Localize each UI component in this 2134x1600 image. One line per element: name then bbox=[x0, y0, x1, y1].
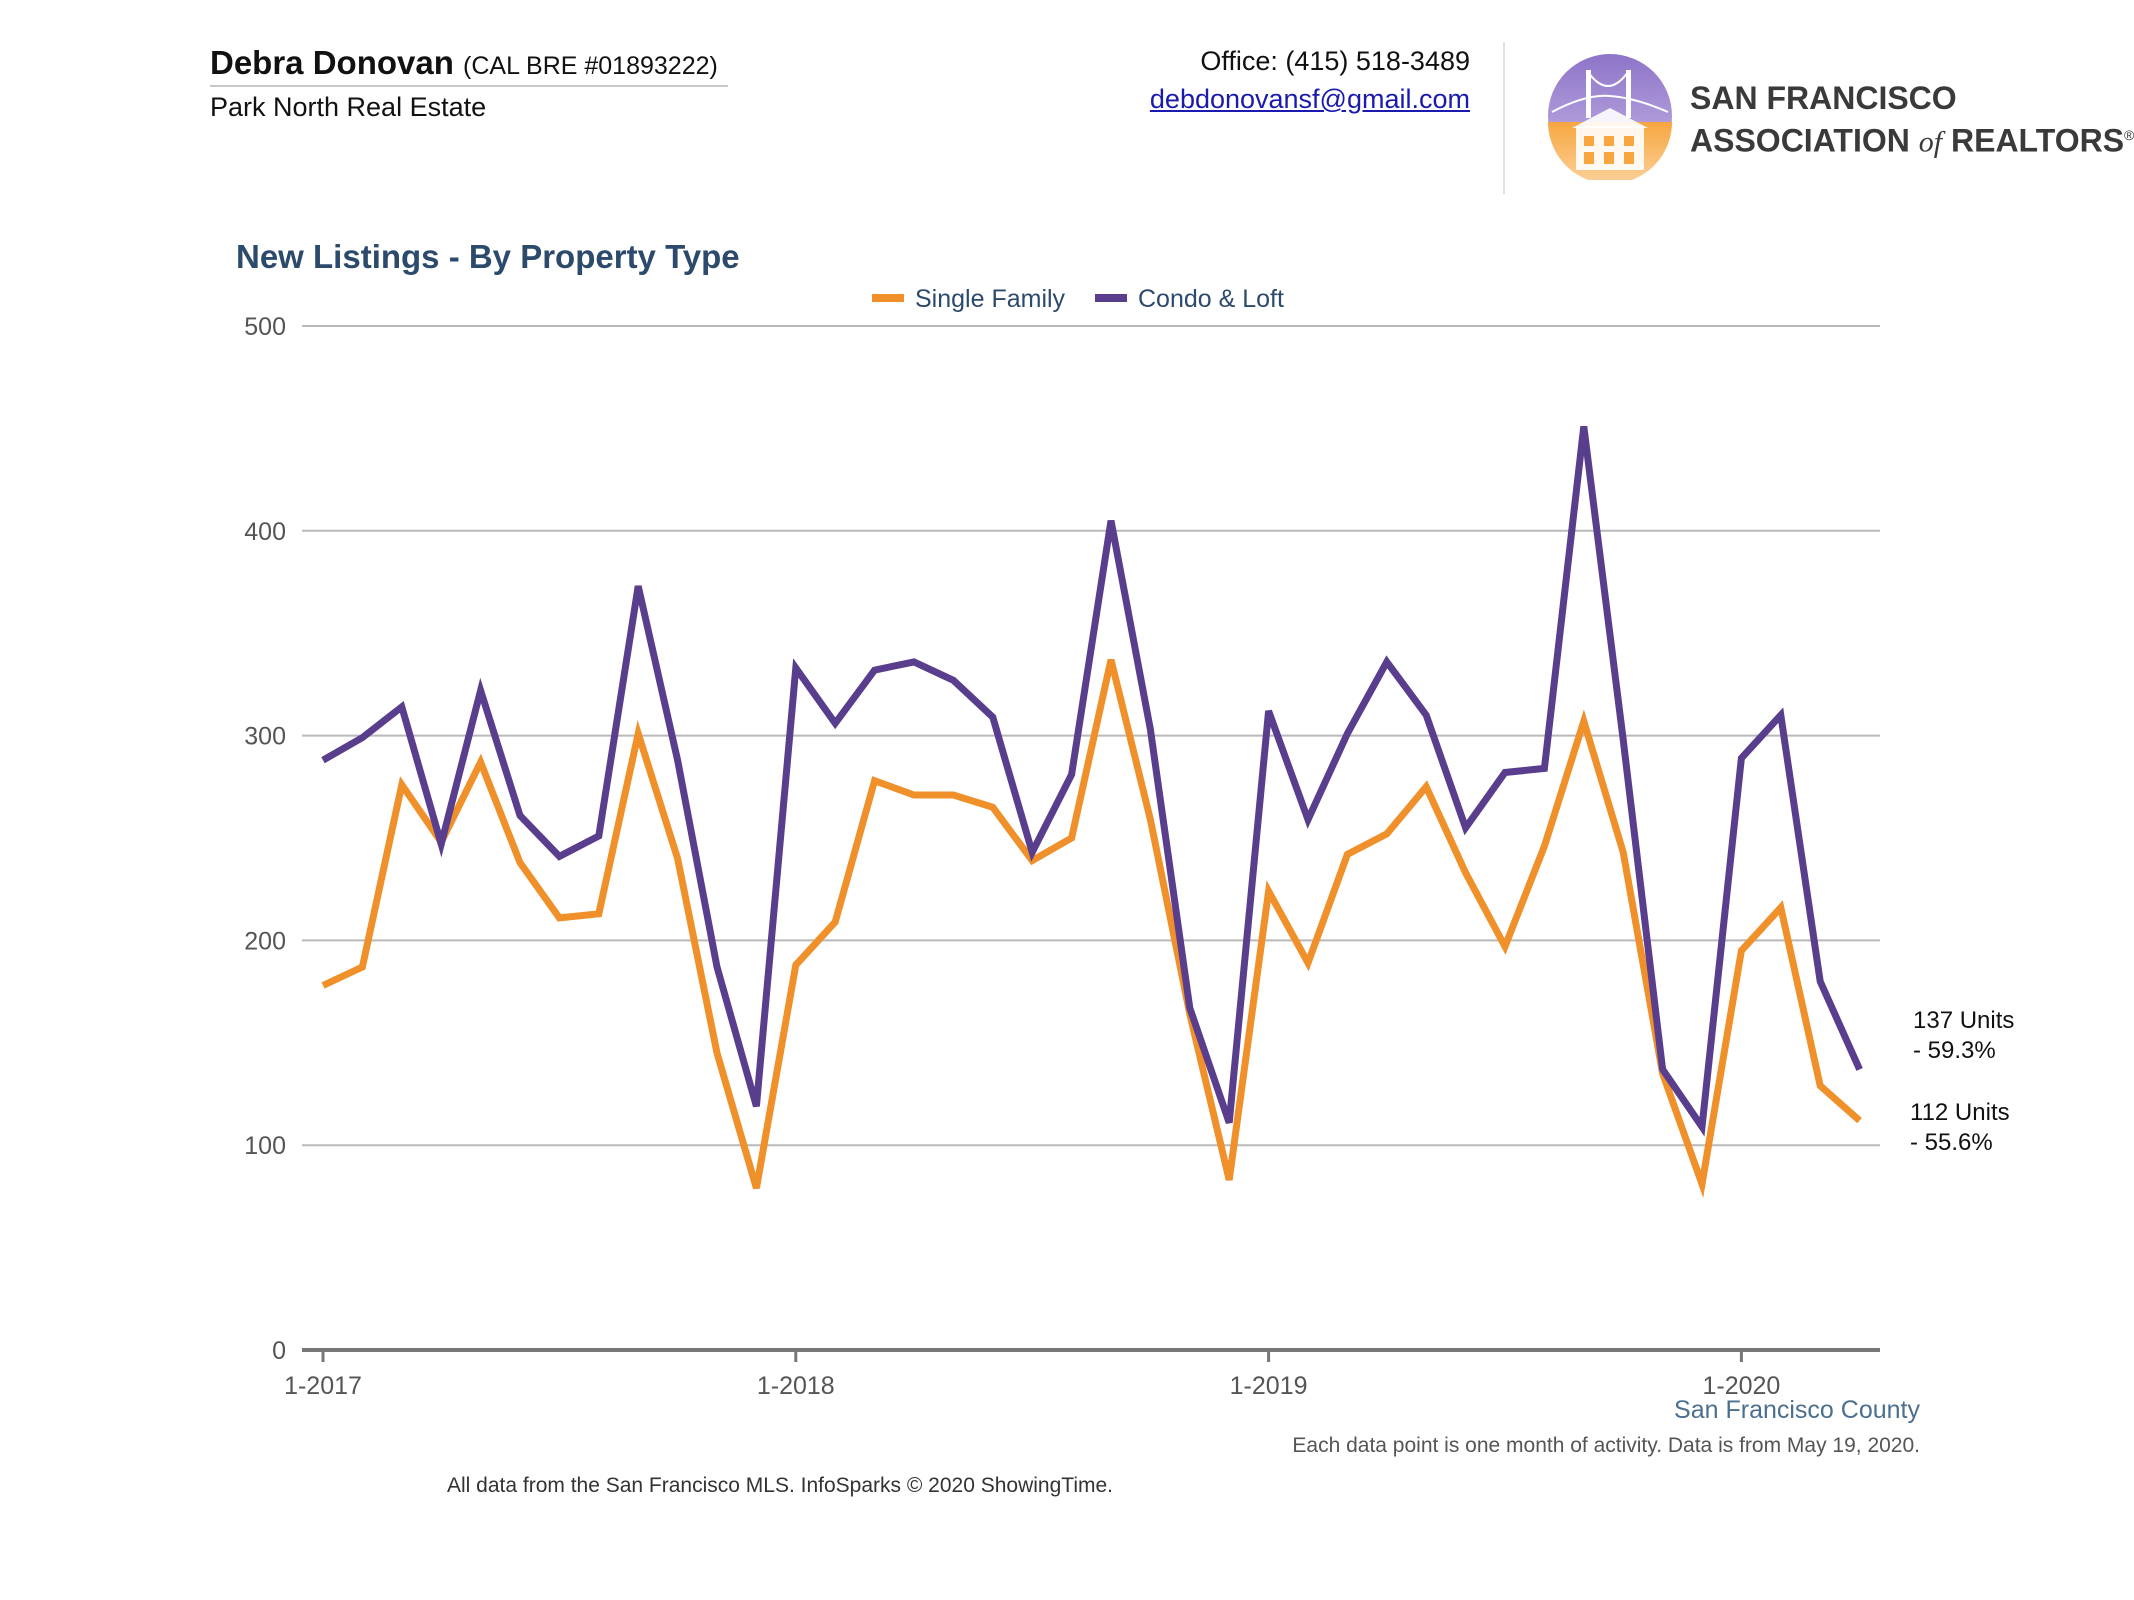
agent-license: (CAL BRE #01893222) bbox=[463, 52, 718, 80]
x-tick-label-1-2018: 1-2018 bbox=[757, 1372, 835, 1400]
sfar-logo-icon bbox=[1548, 54, 1672, 180]
y-tick-label-400: 400 bbox=[244, 518, 286, 546]
region-label: San Francisco County bbox=[1674, 1396, 1920, 1424]
office-phone: Office: (415) 518-3489 bbox=[1200, 46, 1470, 76]
footnote: Each data point is one month of activity… bbox=[1292, 1434, 1920, 1457]
x-tick-label-1-2020: 1-2020 bbox=[1702, 1372, 1780, 1400]
end-label-units-single-family: 112 Units bbox=[1910, 1099, 2010, 1126]
agent-name-text: Debra Donovan bbox=[210, 44, 454, 81]
sfar-name-line2-b: REALTORS bbox=[1942, 122, 2125, 159]
series-line-condo-loft bbox=[321, 425, 1863, 1137]
agent-name: Debra Donovan (CAL BRE #01893222) bbox=[210, 44, 718, 82]
y-tick-label-200: 200 bbox=[244, 927, 286, 955]
sfar-name-of: of bbox=[1918, 125, 1943, 159]
legend-label-condo-loft: Condo & Loft bbox=[1138, 285, 1284, 313]
y-tick-label-500: 500 bbox=[244, 313, 286, 341]
end-label-change-condo-loft: - 59.3% bbox=[1913, 1037, 1996, 1064]
sfar-name: SAN FRANCISCO ASSOCIATION of REALTORS® bbox=[1690, 80, 2134, 161]
sfar-name-line2-a: ASSOCIATION bbox=[1690, 122, 1919, 159]
series-line-single-family bbox=[321, 658, 1862, 1198]
chart-title: New Listings - By Property Type bbox=[236, 238, 740, 275]
agent-divider bbox=[210, 85, 728, 87]
legend-label-single-family: Single Family bbox=[915, 285, 1066, 313]
agent-company: Park North Real Estate bbox=[210, 92, 487, 122]
end-label-change-single-family: - 55.6% bbox=[1910, 1129, 1993, 1156]
y-tick-label-100: 100 bbox=[244, 1132, 286, 1160]
sfar-name-line1: SAN FRANCISCO bbox=[1690, 80, 1957, 116]
y-tick-label-0: 0 bbox=[272, 1337, 286, 1365]
sfar-name-line2: ASSOCIATION of REALTORS® bbox=[1690, 117, 2134, 161]
source-note: All data from the San Francisco MLS. Inf… bbox=[446, 1474, 1113, 1497]
end-label-units-condo-loft: 137 Units bbox=[1913, 1007, 2014, 1034]
office-email-link[interactable]: debdonovansf@gmail.com bbox=[1149, 84, 1470, 114]
header-divider bbox=[1503, 42, 1505, 194]
x-tick-label-1-2019: 1-2019 bbox=[1230, 1372, 1308, 1400]
sfar-name-reg: ® bbox=[2124, 127, 2134, 143]
y-tick-label-300: 300 bbox=[244, 723, 286, 751]
x-tick-label-1-2017: 1-2017 bbox=[284, 1372, 362, 1400]
